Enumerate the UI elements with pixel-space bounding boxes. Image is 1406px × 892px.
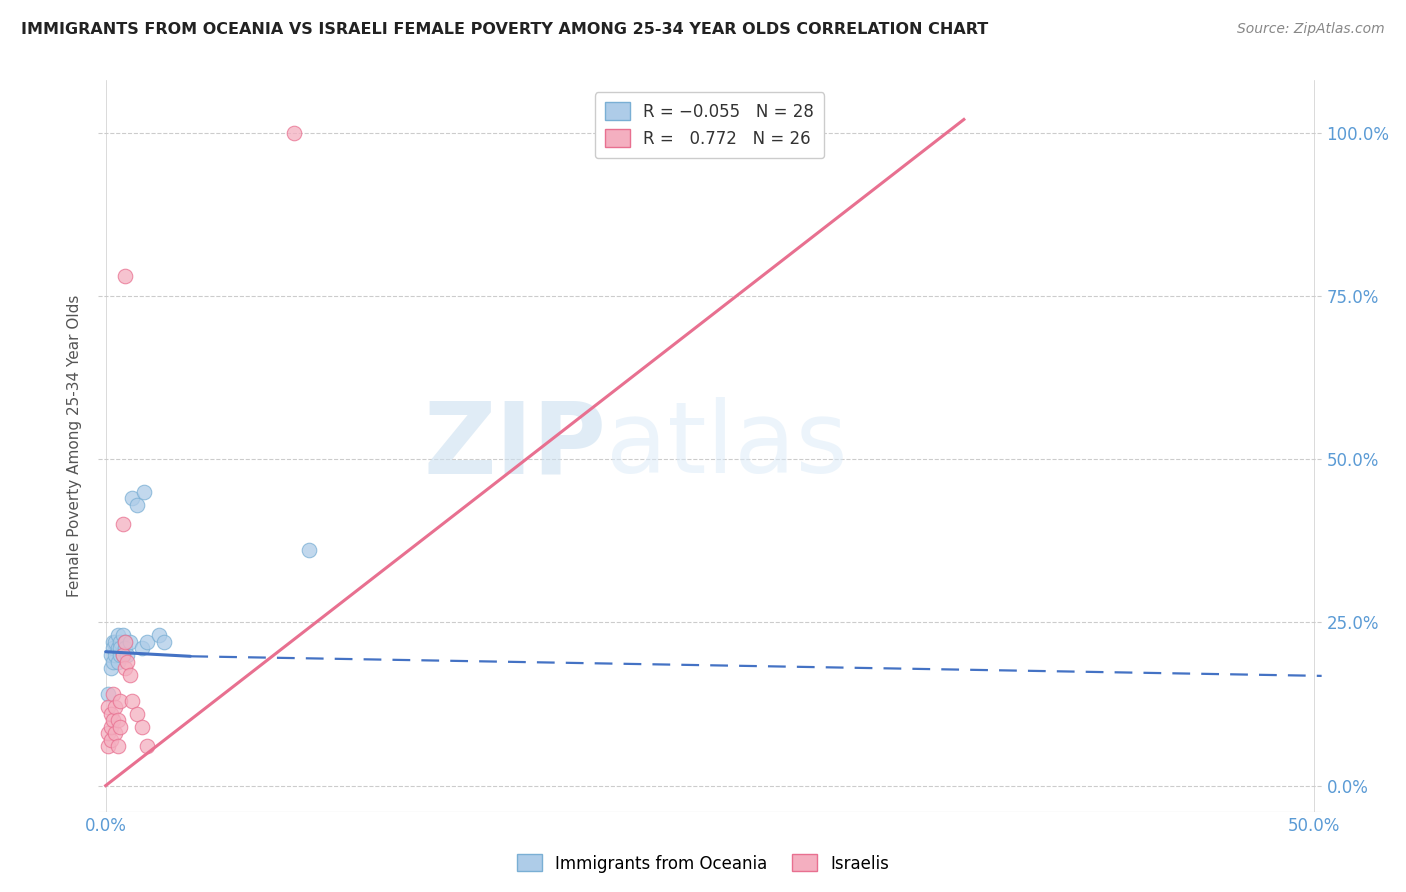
Point [114,635,136,649]
Point [97,739,120,754]
Point [298,543,321,558]
Point [108,694,131,708]
Point [114,641,136,656]
Point [121,491,143,506]
Point [118,667,141,681]
Point [131,720,153,734]
Point [127,498,149,512]
Point [111,648,134,662]
Text: Source: ZipAtlas.com: Source: ZipAtlas.com [1237,22,1385,37]
Point [111,648,134,662]
Point [97,687,120,701]
Point [107,641,129,656]
Point [101,655,124,669]
Point [101,641,124,656]
Point [111,628,134,642]
Point [104,726,127,740]
Point [127,706,149,721]
Point [118,635,141,649]
Point [135,635,157,649]
Point [101,714,124,728]
Point [134,484,156,499]
Point [100,661,122,675]
Point [152,635,174,649]
Point [283,126,305,140]
Text: ZIP: ZIP [423,398,606,494]
Point [114,269,136,284]
Point [117,648,139,662]
Point [108,641,131,656]
Point [108,635,131,649]
Point [97,726,120,740]
Point [101,635,124,649]
Point [108,720,131,734]
Point [131,641,153,656]
Point [100,648,122,662]
Point [104,700,127,714]
Point [107,714,129,728]
Point [117,655,139,669]
Point [107,655,129,669]
Point [100,732,122,747]
Point [111,517,134,532]
Point [135,739,157,754]
Point [107,628,129,642]
Text: atlas: atlas [606,398,848,494]
Point [108,648,131,662]
Point [97,700,120,714]
Point [100,706,122,721]
Point [104,635,127,649]
Point [114,661,136,675]
Point [121,694,143,708]
Legend: R = −0.055   N = 28, R =   0.772   N = 26: R = −0.055 N = 28, R = 0.772 N = 26 [595,92,824,158]
Point [114,635,136,649]
Point [104,648,127,662]
Y-axis label: Female Poverty Among 25-34 Year Olds: Female Poverty Among 25-34 Year Olds [67,295,83,597]
Point [101,687,124,701]
Point [107,739,129,754]
Point [148,628,170,642]
Text: IMMIGRANTS FROM OCEANIA VS ISRAELI FEMALE POVERTY AMONG 25-34 YEAR OLDS CORRELAT: IMMIGRANTS FROM OCEANIA VS ISRAELI FEMAL… [21,22,988,37]
Point [100,720,122,734]
Legend: Immigrants from Oceania, Israelis: Immigrants from Oceania, Israelis [510,847,896,880]
